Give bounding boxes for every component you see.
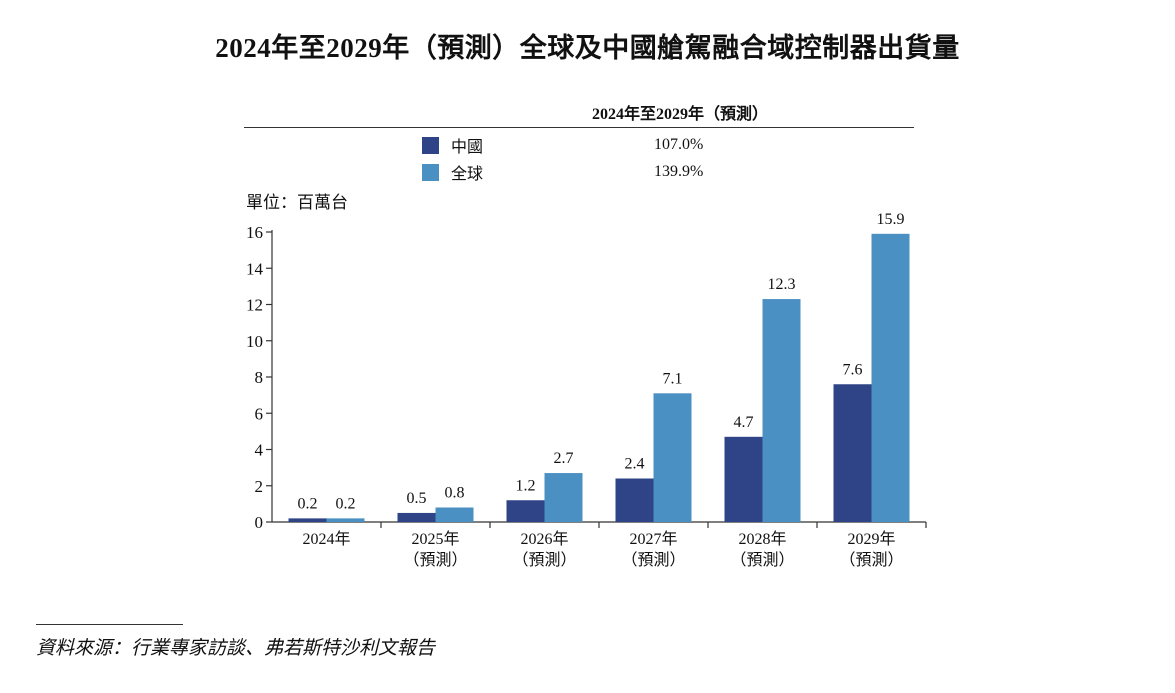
data-label-china: 1.2 — [516, 477, 536, 494]
bar-china — [397, 512, 436, 522]
data-label-global: 15.9 — [877, 211, 905, 228]
bar-china — [724, 436, 763, 522]
legend-divider — [244, 127, 914, 128]
data-label-global: 0.8 — [445, 485, 465, 502]
legend-item-china: 中國 107.0% — [422, 133, 703, 157]
x-tick-label: 2029年 — [847, 530, 895, 548]
legend-swatch-global — [422, 163, 439, 181]
legend-header: 2024年至2029年（預測） — [591, 106, 768, 123]
source-note: 資料來源：行業專家訪談、弗若斯特沙利文報告 — [36, 638, 436, 659]
x-tick-label: 2026年 — [520, 530, 568, 548]
x-tick-label: （預測） — [403, 551, 467, 569]
bar-global — [762, 299, 801, 522]
bar-global — [653, 393, 692, 522]
bar-global — [871, 233, 910, 522]
legend-swatch-china — [422, 136, 439, 154]
data-label-global: 7.1 — [663, 370, 683, 387]
data-label-global: 0.2 — [336, 495, 356, 512]
x-tick-label: 2028年 — [738, 530, 786, 548]
x-tick-label: 2027年 — [629, 530, 677, 548]
bar-china — [506, 500, 545, 522]
legend-value-global: 139.9% — [654, 163, 704, 180]
y-tick-label: 6 — [255, 404, 264, 423]
source-divider — [36, 624, 183, 625]
x-tick-label: 2025年 — [411, 530, 459, 548]
bar-global — [544, 473, 583, 522]
bar-china — [833, 384, 872, 522]
y-tick-label: 14 — [246, 259, 264, 278]
y-tick-label: 16 — [246, 223, 263, 242]
y-tick-label: 8 — [255, 368, 264, 387]
unit-label: 單位：百萬台 — [246, 193, 348, 212]
y-tick-label: 10 — [246, 332, 263, 351]
x-tick-label: （預測） — [512, 551, 576, 569]
bar-global — [435, 507, 474, 522]
x-tick-label: （預測） — [839, 551, 903, 569]
data-label-china: 0.2 — [298, 495, 318, 512]
y-tick-label: 12 — [246, 296, 263, 315]
x-tick-label: （預測） — [621, 551, 685, 569]
chart-title: 2024年至2029年（預測）全球及中國艙駕融合域控制器出貨量 — [215, 33, 960, 63]
legend-label-china: 中國 — [451, 139, 484, 156]
bar-global — [326, 518, 365, 522]
y-tick-label: 2 — [255, 477, 264, 496]
legend-value-china: 107.0% — [654, 136, 704, 153]
x-tick-label: （預測） — [730, 551, 794, 569]
data-label-china: 2.4 — [625, 456, 645, 473]
legend-item-global: 全球 139.9% — [422, 160, 703, 184]
data-label-global: 2.7 — [554, 450, 574, 467]
data-label-china: 0.5 — [407, 490, 427, 507]
bar-china — [615, 478, 654, 522]
bar-china — [288, 518, 327, 522]
y-tick-label: 4 — [255, 441, 264, 460]
data-label-china: 4.7 — [734, 414, 754, 431]
y-tick-label: 0 — [255, 513, 264, 532]
legend-label-global: 全球 — [451, 166, 484, 183]
data-label-china: 7.6 — [843, 361, 863, 378]
data-label-global: 12.3 — [768, 276, 796, 293]
x-tick-label: 2024年 — [302, 530, 350, 548]
